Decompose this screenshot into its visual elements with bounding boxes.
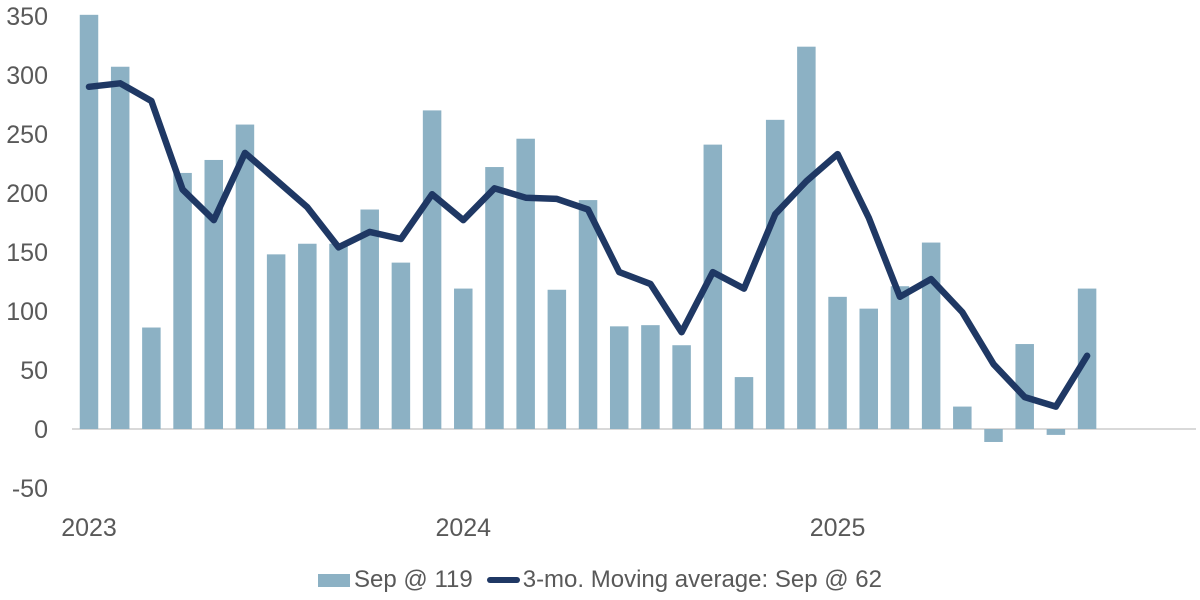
bar-jun-2024	[609, 326, 629, 429]
legend-bar-label: Sep @ 119	[354, 566, 473, 593]
x-axis-year-label: 2023	[61, 514, 117, 542]
bar-may-2025	[953, 406, 972, 429]
y-axis-tick-label: 0	[34, 416, 48, 444]
bar-may-2023	[204, 159, 224, 429]
y-axis-tick-label: 200	[6, 180, 48, 208]
y-axis-tick-label: -50	[12, 475, 48, 503]
y-axis-tick-label: 350	[6, 3, 48, 31]
bar-mar-2024	[516, 138, 535, 429]
bar-aug-2024	[672, 345, 691, 429]
y-axis-tick-label: 250	[6, 121, 48, 149]
bar-apr-2023	[173, 172, 192, 429]
bar-oct-2024	[734, 377, 754, 429]
legend: Sep @ 119 3-mo. Moving average: Sep @ 62	[0, 564, 1200, 596]
legend-line-swatch-icon	[486, 577, 520, 583]
bar-nov-2023	[391, 262, 411, 429]
bar-mar-2023	[142, 327, 161, 429]
bar-jul-2024	[641, 325, 660, 429]
moving-average-line	[85, 80, 1091, 410]
bar-nov-2024	[765, 119, 785, 429]
bar-oct-2023	[360, 209, 379, 429]
legend-line-label: 3-mo. Moving average: Sep @ 62	[522, 566, 882, 593]
bar-jun-2023	[235, 124, 255, 429]
legend-bar-swatch-icon	[318, 573, 351, 587]
bar-aug-2025	[1046, 429, 1066, 435]
bar-dec-2023	[422, 110, 442, 430]
bar-dec-2024	[797, 46, 816, 430]
bar-feb-2024	[485, 167, 504, 430]
y-axis-tick-label: 50	[20, 357, 48, 385]
bar-feb-2023	[110, 66, 130, 430]
y-axis-tick-label: 100	[6, 298, 48, 326]
bar-jul-2025	[1015, 344, 1034, 429]
bar-jan-2024	[454, 288, 473, 429]
bar-feb-2025	[859, 308, 878, 429]
bar-may-2024	[578, 200, 598, 429]
bar-jan-2023	[79, 14, 99, 429]
x-axis-year-label: 2024	[435, 514, 491, 542]
y-axis-tick-label: 300	[6, 62, 48, 90]
bar-apr-2025	[921, 242, 941, 429]
bar-apr-2024	[547, 289, 567, 429]
chart-canvas: 350 300 250 200 150 100 50 0 -50 2023 2024 2025	[6, 3, 1196, 542]
x-axis-year-label: 2025	[810, 514, 866, 542]
bar-jun-2025	[984, 429, 1003, 442]
bar-sep-2023	[329, 243, 348, 429]
bar-mar-2025	[890, 286, 910, 429]
y-axis-tick-label: 150	[6, 239, 48, 267]
bar-jul-2023	[266, 254, 286, 429]
bar-sep-2024	[703, 144, 723, 429]
bar-jan-2025	[828, 296, 847, 429]
bar-aug-2023	[298, 243, 317, 429]
